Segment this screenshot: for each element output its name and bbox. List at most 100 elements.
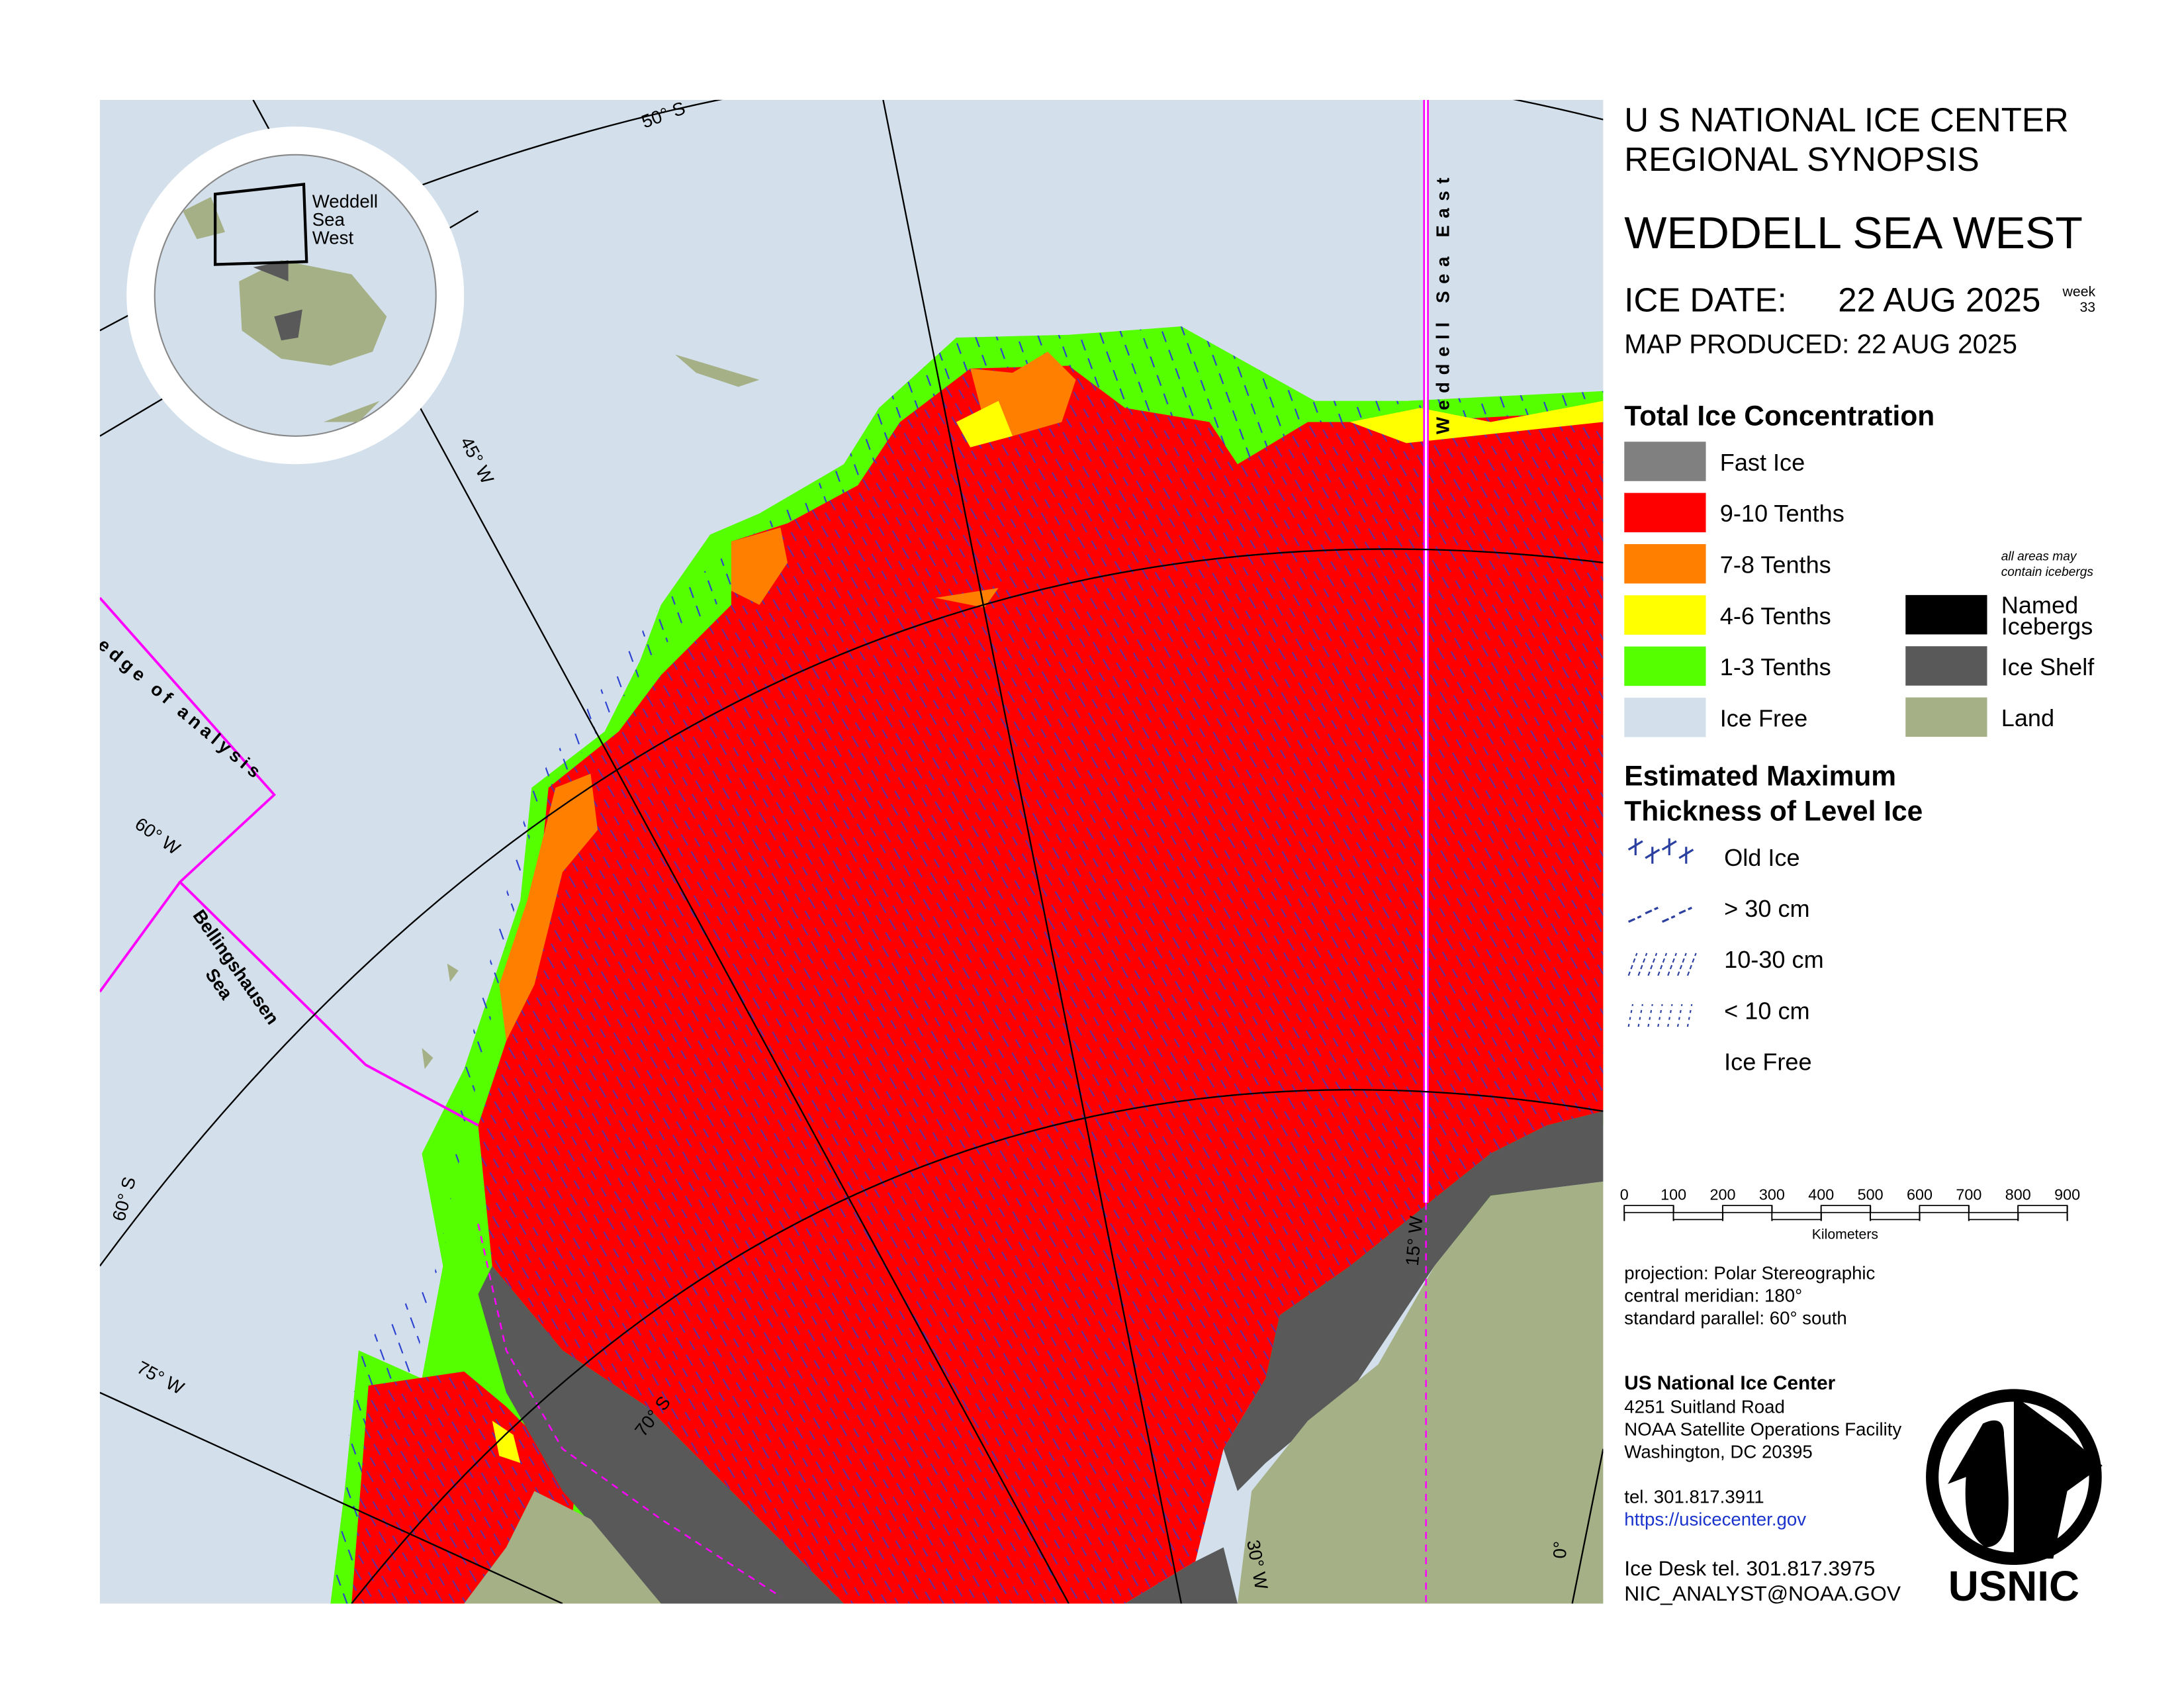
thickness-symbol (1677, 953, 1687, 976)
thickness-symbol (1667, 953, 1677, 976)
legend-swatch (1624, 442, 1706, 481)
scale-segment (1870, 1211, 1921, 1221)
ice-7-8 (499, 352, 1076, 1041)
scale-tick-label: 600 (1907, 1186, 1933, 1203)
scale-segment (1722, 1205, 1773, 1213)
edge-of-analysis (99, 596, 479, 1127)
legend-swatch (1624, 543, 1706, 584)
contact-address: 4251 Suitland Road (1624, 1396, 1785, 1417)
scale-segment (1771, 1211, 1822, 1221)
contact-tel: tel. 301.817.3911 (1624, 1486, 1764, 1507)
scale-tick-label: 0 (1620, 1186, 1629, 1203)
legend-label: Fast Ice (1720, 449, 1805, 476)
scale-unit: Kilometers (1812, 1226, 1878, 1242)
legend-label: 7-8 Tenths (1720, 551, 1831, 579)
legend-swatch (1624, 492, 1706, 533)
graticule (99, 1391, 563, 1604)
scale-tick-label: 300 (1759, 1186, 1785, 1203)
ice-hatch (351, 365, 1604, 1604)
legend-label: 9-10 Tenths (1720, 500, 1844, 527)
scale-tick-label: 400 (1808, 1186, 1834, 1203)
logo-penguin (1948, 1420, 2009, 1548)
header-line: REGIONAL SYNOPSIS (1624, 140, 1979, 178)
legend-swatch (1905, 594, 1987, 635)
region-title: WEDDELL SEA WEST (1624, 208, 2083, 258)
thickness-symbol (1637, 953, 1648, 976)
scale-tick-label: 700 (1956, 1186, 1981, 1203)
logo-text: USNIC (1948, 1562, 2079, 1610)
inset-box (213, 183, 308, 266)
graticule (882, 99, 1183, 1604)
thickness-symbol (1637, 1004, 1643, 1027)
scale-tick-label: 800 (2005, 1186, 2031, 1203)
legend-label: 10-30 cm (1724, 946, 1824, 973)
projection: central meridian: 180° (1624, 1286, 1802, 1306)
thickness-symbol (1662, 915, 1676, 923)
legend-title: Thickness of Level Ice (1624, 796, 1923, 827)
legend-title: Estimated Maximum (1624, 761, 1896, 792)
thickness-symbol (1667, 1004, 1673, 1027)
land (422, 354, 1604, 1604)
thickness-symbol (1686, 1004, 1693, 1027)
legend-label: Ice Free (1724, 1048, 1811, 1075)
contact-url[interactable]: https://usicecenter.gov (1624, 1509, 1806, 1529)
legend-note: all areas may (2001, 550, 2077, 564)
scale-segment (1672, 1211, 1723, 1221)
scale-tick-label: 200 (1710, 1186, 1736, 1203)
legend-note: contain icebergs (2001, 565, 2094, 579)
scale-tick-label: 900 (2054, 1186, 2080, 1203)
inset-land (183, 197, 387, 422)
projection: projection: Polar Stereographic (1624, 1263, 1875, 1284)
scale-segment (1968, 1211, 2019, 1221)
scale-segment (1919, 1205, 1970, 1213)
region-boundary-label: Weddell Sea East (1433, 171, 1453, 434)
legend-label: Ice Free (1720, 705, 1807, 732)
scale-segment (1623, 1205, 1674, 1213)
thickness-symbol (1627, 1004, 1634, 1027)
ice-date-label: ICE DATE: (1624, 281, 1787, 318)
contact-name: US National Ice Center (1624, 1372, 1835, 1394)
map-area: 50° S 45° W 60° W 60° S 75° W 70° S 30° … (99, 99, 1604, 1604)
inset-label: West (312, 228, 354, 248)
legend-label: Land (2001, 704, 2054, 731)
thickness-symbol (1627, 953, 1638, 976)
legend-label: 1-3 Tenths (1720, 653, 1831, 680)
scale-tick-label: 100 (1661, 1186, 1686, 1203)
thickness-symbol (1657, 953, 1668, 976)
graticule (351, 1089, 1604, 1604)
logo-bear (2013, 1395, 2103, 1559)
contact-email: NIC_ANALYST@NOAA.GOV (1624, 1581, 1901, 1605)
legend-panel: U S NATIONAL ICE CENTER REGIONAL SYNOPSI… (1620, 101, 2103, 1610)
thickness-symbol (1686, 953, 1697, 976)
legend-label: Old Ice (1724, 844, 1799, 871)
thickness-symbol (1647, 953, 1658, 976)
legend-swatch (1905, 697, 1987, 737)
lon-label: 0° (1549, 1540, 1570, 1558)
boundary-line (477, 1223, 782, 1597)
thickness-symbol (1678, 906, 1692, 915)
inset-shelf (253, 260, 302, 341)
header-line: U S NATIONAL ICE CENTER (1624, 101, 2068, 138)
scale-segment (1820, 1205, 1871, 1213)
scale-segment (2017, 1205, 2068, 1213)
graticule (99, 548, 1604, 1267)
week: 33 (2080, 299, 2096, 315)
contact-desk: Ice Desk tel. 301.817.3975 (1624, 1556, 1875, 1580)
graticule (1571, 1448, 1604, 1604)
legend-label: Named (2001, 591, 2078, 618)
projection: standard parallel: 60° south (1624, 1308, 1846, 1329)
legend-label: > 30 cm (1724, 895, 1809, 922)
thickness-symbol (1657, 1004, 1663, 1027)
inset-label: Sea (312, 209, 345, 230)
inset-label: Weddell (312, 191, 378, 211)
legend-label: < 10 cm (1724, 997, 1809, 1024)
legend-label: Icebergs (2001, 612, 2093, 639)
ice-hatch (330, 326, 1604, 1604)
legend-swatch (1624, 698, 1706, 737)
scale-tick-label: 500 (1858, 1186, 1884, 1203)
thickness-symbol (1628, 915, 1642, 923)
legend-swatch (1905, 646, 1987, 686)
legend-title: Total Ice Concentration (1624, 400, 1934, 432)
